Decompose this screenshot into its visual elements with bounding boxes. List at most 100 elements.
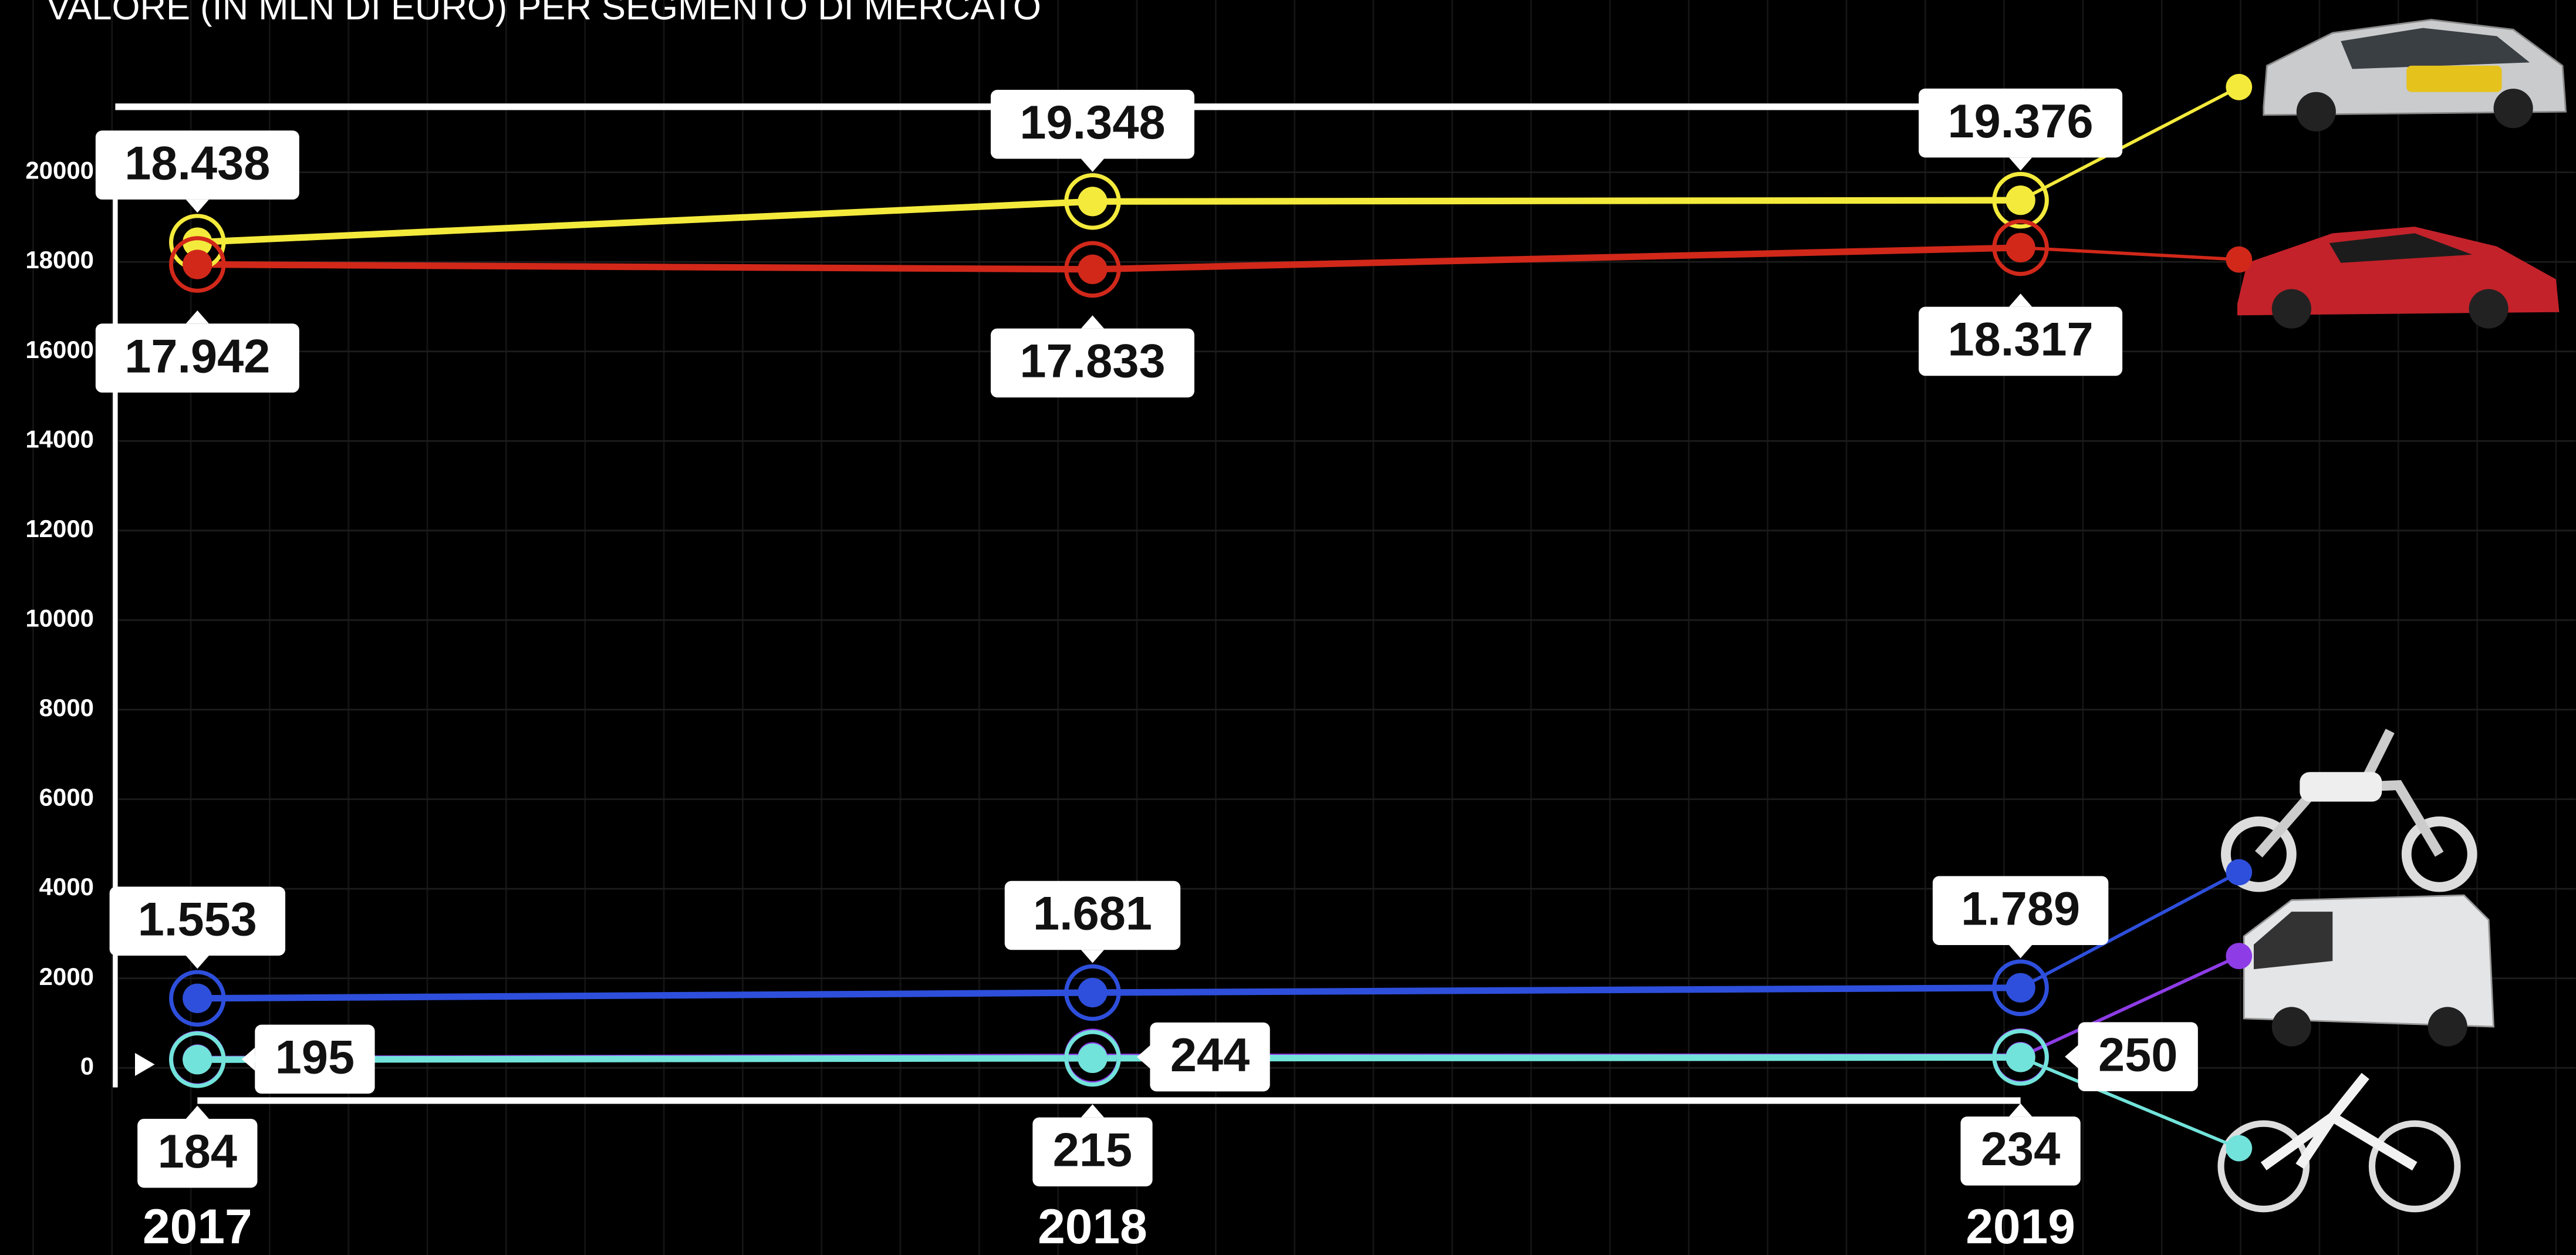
y-tick-label: 2000 [39, 963, 94, 990]
data-label: 250 [2098, 1028, 2177, 1081]
series-line [197, 1054, 2021, 1063]
data-label-box [1919, 88, 2123, 158]
connector [2020, 85, 2240, 202]
point [2006, 1043, 2035, 1072]
data-label-pointer [185, 199, 209, 213]
data-label: 1.553 [138, 893, 257, 946]
x-tick-label: 2019 [1966, 1199, 2075, 1254]
data-label-box [95, 323, 299, 393]
data-label: 244 [1170, 1029, 1250, 1082]
point-ring [1064, 1030, 1121, 1087]
data-label-box [1004, 880, 1181, 950]
grid: 0 2000 4000 6000 8000 10000 12000 14000 16000 180… [25, 0, 2576, 1255]
data-label-pointer [2009, 1103, 2033, 1117]
point [183, 1045, 212, 1075]
data-label-pointer [1081, 315, 1105, 329]
y-tick-label: 18000 [25, 246, 94, 274]
plot: 2017 2018 2019 18.438 19.348 19.376 17.942 17.8… [95, 73, 2253, 1254]
x-tick-label: 2018 [1038, 1199, 1147, 1254]
y-tick-label: 10000 [25, 604, 94, 632]
data-label-pointer [2009, 945, 2033, 959]
point-ring [169, 1031, 226, 1088]
connector [2020, 871, 2240, 990]
data-label: 19.348 [1019, 96, 1165, 149]
y-tick-label: 4000 [39, 873, 94, 900]
data-label-box [255, 1024, 375, 1094]
data-label-pointer [1081, 1104, 1105, 1118]
data-label: 18.317 [1948, 313, 2094, 366]
point-ring [1064, 241, 1121, 298]
point-ring [1992, 171, 2049, 229]
data-label-pointer [1081, 950, 1105, 963]
point [1078, 254, 1108, 285]
y-tick-label: 16000 [25, 336, 94, 363]
icon-coupe [2237, 227, 2560, 329]
point [183, 249, 212, 279]
data-label-box [137, 1118, 258, 1188]
connector-dot [2226, 859, 2253, 886]
point [1078, 1043, 1108, 1074]
point [183, 983, 212, 1013]
icon-bicycle [2217, 1072, 2461, 1213]
y-tick-label: 8000 [39, 694, 94, 721]
data-label-pointer [241, 1047, 255, 1071]
data-label-box [1960, 1116, 2081, 1186]
y-tick-label: 6000 [39, 784, 94, 811]
connector [2020, 246, 2239, 261]
data-label: 17.833 [1019, 335, 1165, 388]
connector [2020, 1055, 2240, 1150]
data-label: 18.438 [124, 137, 270, 190]
data-label-box [1032, 1117, 1153, 1187]
data-label-pointer [2009, 293, 2033, 307]
icon-van [2243, 894, 2495, 1047]
data-label-pointer [1137, 1045, 1150, 1069]
y-tick-label: 14000 [25, 425, 94, 453]
data-label-pointer [185, 1105, 209, 1119]
data-label-box [990, 89, 1194, 159]
icon-motorbike [2221, 728, 2477, 892]
data-label: 234 [1981, 1123, 2060, 1176]
point-ring [1064, 173, 1121, 230]
connector-dot [2226, 943, 2253, 970]
point [2006, 973, 2035, 1003]
data-label-pointer [2065, 1045, 2078, 1068]
data-label: 1.681 [1033, 888, 1152, 940]
y-tick-label: 20000 [25, 157, 94, 184]
point [1078, 977, 1108, 1008]
data-label: 215 [1053, 1124, 1132, 1177]
data-label-pointer [185, 956, 209, 969]
axis-marker [135, 1052, 155, 1076]
data-label-box [109, 886, 286, 956]
data-label: 19.376 [1948, 95, 2094, 148]
connector-dot [2226, 73, 2253, 100]
point [183, 227, 212, 257]
point-ring [1992, 219, 2049, 276]
point-ring [1992, 1029, 2049, 1086]
data-label: 195 [275, 1031, 355, 1084]
point-ring [169, 970, 226, 1027]
point [2006, 185, 2035, 215]
point [1078, 187, 1108, 217]
point [2006, 232, 2035, 263]
data-label: 1.789 [1961, 882, 2080, 935]
data-label-box [95, 130, 299, 200]
icon-sedan [2263, 19, 2567, 131]
y-tick-label: 12000 [25, 515, 94, 542]
data-label-box [990, 328, 1194, 398]
connector [2020, 954, 2240, 1058]
connector-dot [2226, 246, 2253, 273]
data-label-pointer [1081, 158, 1105, 172]
data-label-pointer [185, 310, 209, 324]
connector-dot [2226, 1135, 2253, 1162]
point-ring [169, 236, 226, 293]
x-tick-label: 2017 [143, 1199, 252, 1254]
data-label-box [1932, 876, 2109, 946]
data-label-box [2078, 1022, 2198, 1091]
data-label-box [1919, 306, 2123, 376]
point-ring [1064, 964, 1121, 1021]
data-label: 184 [158, 1125, 237, 1178]
data-label-box [1150, 1022, 1270, 1092]
point-ring [1992, 959, 2049, 1017]
